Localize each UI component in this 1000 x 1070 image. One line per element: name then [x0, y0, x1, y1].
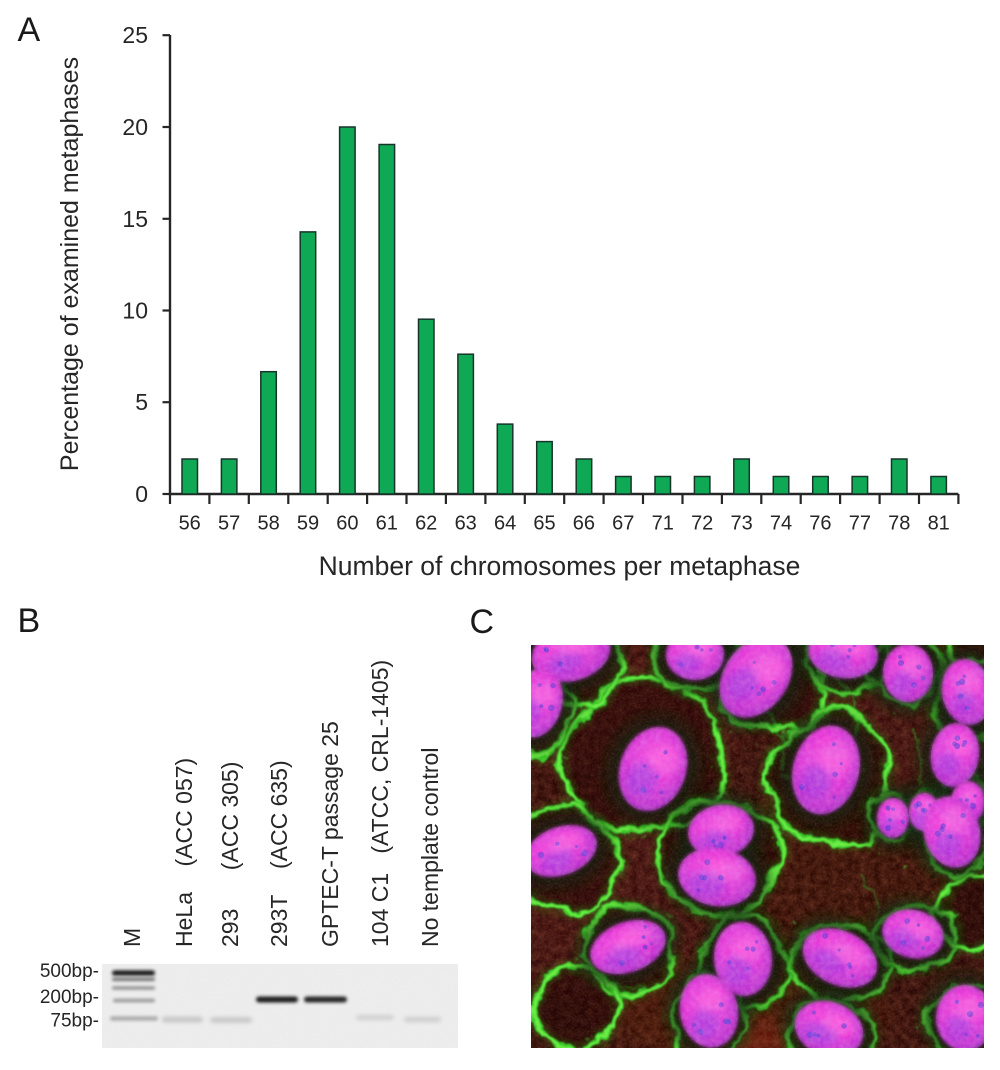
svg-text:61: 61: [376, 513, 398, 535]
svg-text:5: 5: [135, 389, 148, 415]
svg-text:65: 65: [533, 513, 555, 535]
svg-text:C: C: [470, 603, 495, 641]
svg-text:25: 25: [122, 22, 148, 48]
svg-text:500bp-: 500bp-: [40, 961, 99, 982]
svg-text:81: 81: [928, 513, 950, 535]
svg-text:60: 60: [336, 513, 358, 535]
svg-text:B: B: [18, 602, 41, 640]
svg-text:M: M: [119, 928, 145, 947]
svg-text:Percentage of examined metapha: Percentage of examined metaphases: [56, 57, 84, 471]
svg-text:74: 74: [770, 513, 792, 535]
svg-text:59: 59: [297, 513, 319, 535]
svg-text:67: 67: [612, 513, 634, 535]
svg-text:0: 0: [135, 481, 148, 507]
svg-text:GPTEC-T passage 25: GPTEC-T passage 25: [317, 721, 343, 947]
svg-text:78: 78: [888, 513, 910, 535]
svg-text:293T (ACC 635): 293T (ACC 635): [266, 760, 292, 947]
svg-text:A: A: [18, 11, 41, 49]
svg-text:62: 62: [415, 513, 437, 535]
svg-text:77: 77: [849, 513, 871, 535]
svg-text:76: 76: [809, 513, 831, 535]
svg-text:HeLa (ACC 057): HeLa (ACC 057): [171, 758, 197, 947]
svg-text:10: 10: [122, 298, 148, 324]
svg-text:64: 64: [494, 513, 516, 535]
svg-text:293 (ACC 305): 293 (ACC 305): [217, 762, 243, 947]
svg-text:57: 57: [218, 513, 240, 535]
svg-text:56: 56: [179, 513, 201, 535]
svg-text:No template control: No template control: [417, 748, 443, 947]
svg-text:63: 63: [455, 513, 477, 535]
svg-text:75bp-: 75bp-: [50, 1011, 99, 1032]
svg-text:58: 58: [257, 513, 279, 535]
svg-text:200bp-: 200bp-: [40, 987, 99, 1008]
svg-text:71: 71: [652, 513, 674, 535]
svg-text:15: 15: [122, 206, 148, 232]
svg-text:72: 72: [691, 513, 713, 535]
svg-text:104 C1 (ATCC, CRL-1405): 104 C1 (ATCC, CRL-1405): [367, 660, 393, 947]
svg-text:Number of chromosomes per meta: Number of chromosomes per metaphase: [319, 551, 801, 581]
svg-text:20: 20: [122, 114, 148, 140]
svg-text:73: 73: [730, 513, 752, 535]
svg-text:66: 66: [573, 513, 595, 535]
